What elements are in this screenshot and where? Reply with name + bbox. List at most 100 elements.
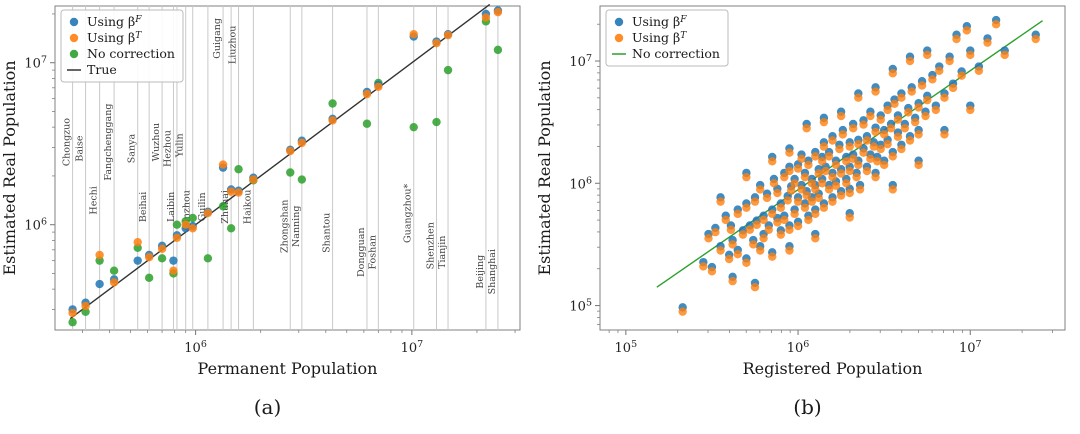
point-no-correction: [443, 65, 453, 75]
point-betaT: [733, 209, 742, 219]
point-no-correction: [68, 318, 77, 327]
point-betaT: [776, 230, 786, 239]
point-betaT: [866, 154, 875, 164]
point-betaT: [914, 160, 923, 170]
legend-label: True: [87, 62, 117, 77]
point-betaT: [923, 95, 932, 105]
x-tick-label: 107: [401, 339, 424, 356]
point-betaT: [871, 127, 880, 137]
point-betaT: [845, 213, 854, 222]
city-label: Haikou: [242, 190, 253, 225]
point-betaF: [133, 256, 142, 265]
point-betaT: [773, 218, 782, 227]
point-betaT: [811, 152, 820, 161]
point-betaT: [286, 146, 295, 156]
city-label: Liuzhou: [228, 26, 239, 64]
point-betaT: [790, 179, 799, 188]
city-label: Chongzuo: [62, 118, 73, 166]
point-no-correction: [188, 213, 197, 223]
city-label: Baise: [75, 135, 86, 162]
point-betaT: [905, 136, 915, 145]
point-betaT: [785, 225, 794, 234]
point-betaT: [362, 89, 372, 99]
city-label: Hezhou: [162, 130, 173, 167]
point-betaT: [904, 108, 913, 117]
point-betaT: [800, 203, 810, 212]
point-betaT: [802, 191, 811, 200]
point-betaT: [218, 160, 228, 169]
city-label: Qinzhou: [182, 190, 193, 230]
y-tick-label: 105: [569, 298, 592, 315]
point-betaT: [842, 157, 851, 166]
point-betaT: [443, 30, 453, 40]
y-axis-label: Estimated Real Population: [535, 60, 554, 275]
panel-a: 106 107 106 107 Permanent Population Estimate…: [0, 0, 535, 434]
point-betaT: [133, 237, 142, 247]
point-betaT: [432, 38, 441, 48]
point-betaT: [493, 7, 503, 17]
point-betaT: [819, 117, 829, 127]
point-betaT: [921, 111, 930, 121]
point-betaT: [724, 254, 734, 264]
point-betaT: [755, 185, 765, 194]
point-betaT: [821, 166, 830, 176]
point-betaT: [962, 26, 972, 35]
point-betaT: [481, 13, 491, 22]
point-betaT: [952, 34, 961, 44]
point-betaT: [835, 144, 844, 154]
point-betaT: [905, 56, 915, 66]
point-betaT: [785, 148, 794, 157]
point-betaT: [828, 172, 837, 182]
point-betaT: [983, 38, 992, 47]
point-betaT: [804, 215, 813, 225]
point-betaT: [785, 246, 794, 255]
point-betaT: [172, 233, 182, 243]
point-betaT: [742, 172, 751, 182]
x-axis-label: Permanent Population: [198, 359, 378, 378]
legend-label: No correction: [632, 46, 720, 61]
city-gridlines: [72, 6, 499, 330]
point-betaT: [957, 71, 966, 80]
point-betaT: [742, 258, 751, 267]
point-betaT: [234, 188, 243, 197]
point-betaT: [900, 124, 910, 133]
point-betaT: [871, 87, 880, 96]
legend-label: No correction: [87, 46, 175, 61]
point-betaT: [828, 197, 837, 206]
point-betaT: [790, 209, 799, 219]
point-betaT: [249, 175, 258, 184]
y-tick-label: 107: [569, 53, 592, 70]
point-betaT: [945, 56, 954, 66]
point-betaT: [831, 181, 841, 190]
point-betaT: [742, 203, 751, 212]
point-betaT: [769, 179, 779, 188]
y-tick-label: 106: [24, 217, 47, 234]
point-betaT: [859, 120, 868, 129]
point-betaT: [897, 93, 906, 102]
point-betaT: [726, 225, 736, 234]
point-betaT: [855, 185, 865, 194]
y-tick-label: 107: [24, 55, 47, 72]
point-betaT: [780, 215, 789, 225]
point-betaT: [297, 138, 307, 148]
x-tick-label: 105: [615, 339, 638, 356]
point-betaT: [785, 166, 794, 176]
point-betaT: [804, 160, 813, 170]
y-axis-label: Estimated Real Population: [0, 60, 19, 275]
city-label: Zhongshan: [279, 200, 290, 253]
true-line: [69, 3, 491, 320]
point-no-correction: [203, 254, 213, 263]
scatter-plot-registered-population: 105 106 107 105 106 107 Registered Population E…: [535, 5, 1066, 378]
point-betaT: [886, 124, 896, 133]
point-betaT: [81, 301, 90, 311]
point-betaT: [845, 142, 854, 151]
point-betaT: [745, 225, 755, 234]
point-betaT: [374, 82, 383, 91]
point-betaT: [203, 208, 213, 218]
point-betaT: [144, 253, 154, 262]
point-betaT: [917, 81, 927, 90]
x-axis-label: Registered Population: [743, 359, 923, 378]
point-no-correction: [297, 175, 307, 184]
city-label: Hechi: [89, 186, 100, 214]
city-label: Shantou: [322, 213, 333, 253]
